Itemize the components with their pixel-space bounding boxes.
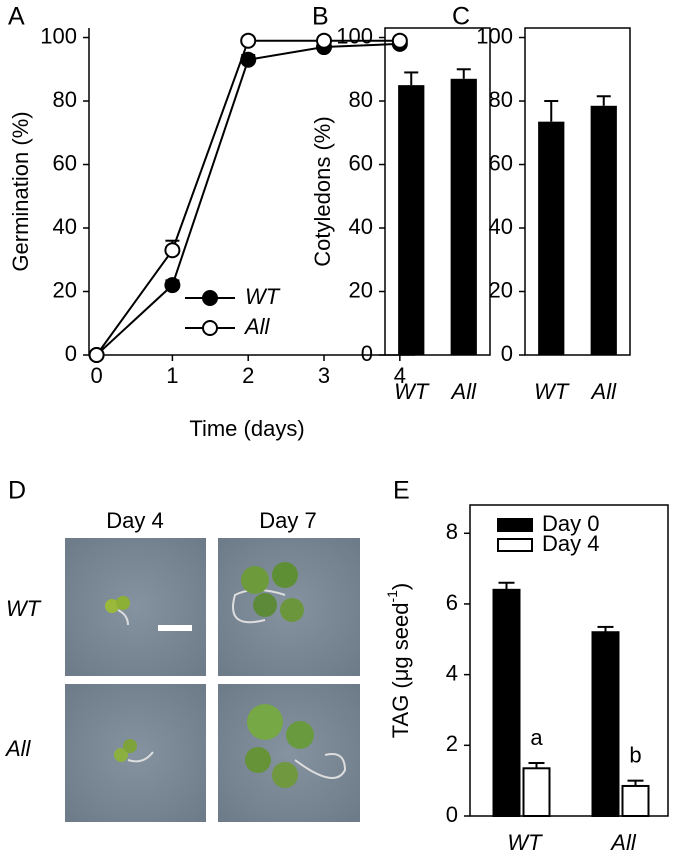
y-tick-label: 100: [476, 23, 513, 48]
marker: [391, 32, 408, 49]
y-axis-label-text: Cotyledons (%): [310, 116, 335, 266]
y-tick-label: 60: [349, 150, 373, 175]
y-tick-label: 80: [489, 87, 513, 112]
error-bar: [456, 68, 471, 79]
y-axis-label-sup: -1: [384, 590, 400, 603]
bar: [621, 784, 650, 817]
x-tick-label: 2: [242, 363, 254, 388]
legend-swatch: [497, 518, 533, 532]
bar: [590, 105, 617, 355]
column-label: Day 4: [106, 508, 163, 533]
y-tick-label: 0: [446, 802, 458, 827]
error-bar: [528, 761, 545, 769]
y-axis-label: Cotyledons (%): [310, 116, 335, 266]
y-tick-label: 8: [446, 519, 458, 544]
y-tick-label: 60: [489, 150, 513, 175]
seedling: [114, 739, 154, 763]
photo: [65, 538, 206, 676]
error-bar: [544, 100, 559, 122]
x-tick-label: WT: [394, 379, 430, 404]
y-tick-label: 20: [489, 277, 513, 302]
y-tick-label: 80: [349, 87, 373, 112]
legend-swatch: [497, 538, 533, 552]
bar: [591, 631, 620, 818]
marker: [240, 32, 257, 49]
y-tick-label: 60: [53, 150, 77, 175]
marker: [164, 277, 181, 294]
y-axis-label-end: ): [388, 583, 413, 590]
legend-marker: [202, 320, 218, 336]
column-label: Day 7: [259, 508, 316, 533]
panel-label: C: [452, 3, 470, 31]
seedling: [232, 562, 304, 624]
y-tick-label: 0: [65, 341, 77, 366]
seedling: [105, 596, 192, 631]
photo: [65, 684, 206, 822]
y-tick-label: 40: [53, 214, 77, 239]
legend-label: WT: [245, 284, 281, 309]
row-label: All: [4, 736, 32, 761]
bar: [538, 121, 565, 356]
y-tick-label: 6: [446, 590, 458, 615]
y-axis-label-text: Germination (%): [8, 111, 33, 271]
x-tick-label: All: [450, 379, 478, 404]
y-tick-label: 0: [501, 341, 513, 366]
y-tick-label: 40: [349, 214, 373, 239]
y-tick-label: 100: [336, 23, 373, 48]
x-tick-label: 3: [318, 363, 330, 388]
y-axis-label: Germination (%): [8, 111, 33, 271]
plot-frame: [524, 27, 631, 356]
seedling: [245, 704, 347, 788]
y-tick-label: 40: [489, 214, 513, 239]
y-tick-label: 4: [446, 660, 458, 685]
panel-label: D: [8, 477, 26, 505]
x-tick-label: 1: [166, 363, 178, 388]
y-tick-label: 100: [40, 23, 77, 48]
x-tick-label: 4: [394, 363, 406, 388]
y-axis-label: TAG (μg seed-1): [384, 583, 413, 739]
y-axis-label: True leaves (%): [448, 114, 473, 268]
bar: [492, 588, 521, 817]
photo-panel: D Day 4 Day 7 WT All: [4, 477, 360, 822]
legend-label: Day 0: [542, 511, 599, 536]
row-label: WT: [6, 596, 42, 621]
annotation: a: [530, 725, 543, 750]
annotation: b: [629, 742, 641, 767]
marker: [164, 242, 181, 259]
x-tick-label: All: [590, 379, 618, 404]
y-tick-label: 20: [349, 277, 373, 302]
y-axis-label-text: True leaves (%): [448, 114, 473, 268]
error-bar: [404, 71, 419, 86]
x-tick-label: 0: [90, 363, 102, 388]
y-tick-label: 20: [53, 277, 77, 302]
legend-label: Day 4: [542, 531, 599, 556]
photo: [218, 684, 360, 822]
y-tick-label: 80: [53, 87, 77, 112]
panel-label: A: [8, 3, 25, 31]
y-tick-label: 0: [361, 341, 373, 366]
bar: [522, 767, 551, 818]
legend-label: All: [243, 314, 271, 339]
plot-frame: [384, 27, 491, 356]
error-bar: [627, 779, 644, 786]
marker: [316, 32, 333, 49]
error-bar: [597, 625, 614, 633]
x-tick-label: WT: [534, 379, 570, 404]
bar: [450, 78, 477, 356]
plot-frame: [469, 504, 669, 817]
panel-label: E: [393, 477, 410, 505]
x-tick-label: All: [609, 830, 637, 855]
error-bar: [498, 581, 515, 590]
panel-label: B: [312, 3, 329, 31]
x-axis-label: Time (days): [189, 416, 304, 441]
legend-marker: [202, 290, 218, 306]
y-axis-label-text: TAG (μg seed: [388, 603, 413, 739]
marker: [88, 347, 105, 363]
y-tick-label: 2: [446, 731, 458, 756]
error-bar: [596, 95, 611, 106]
x-tick-label: WT: [507, 830, 543, 855]
bar: [398, 85, 425, 355]
